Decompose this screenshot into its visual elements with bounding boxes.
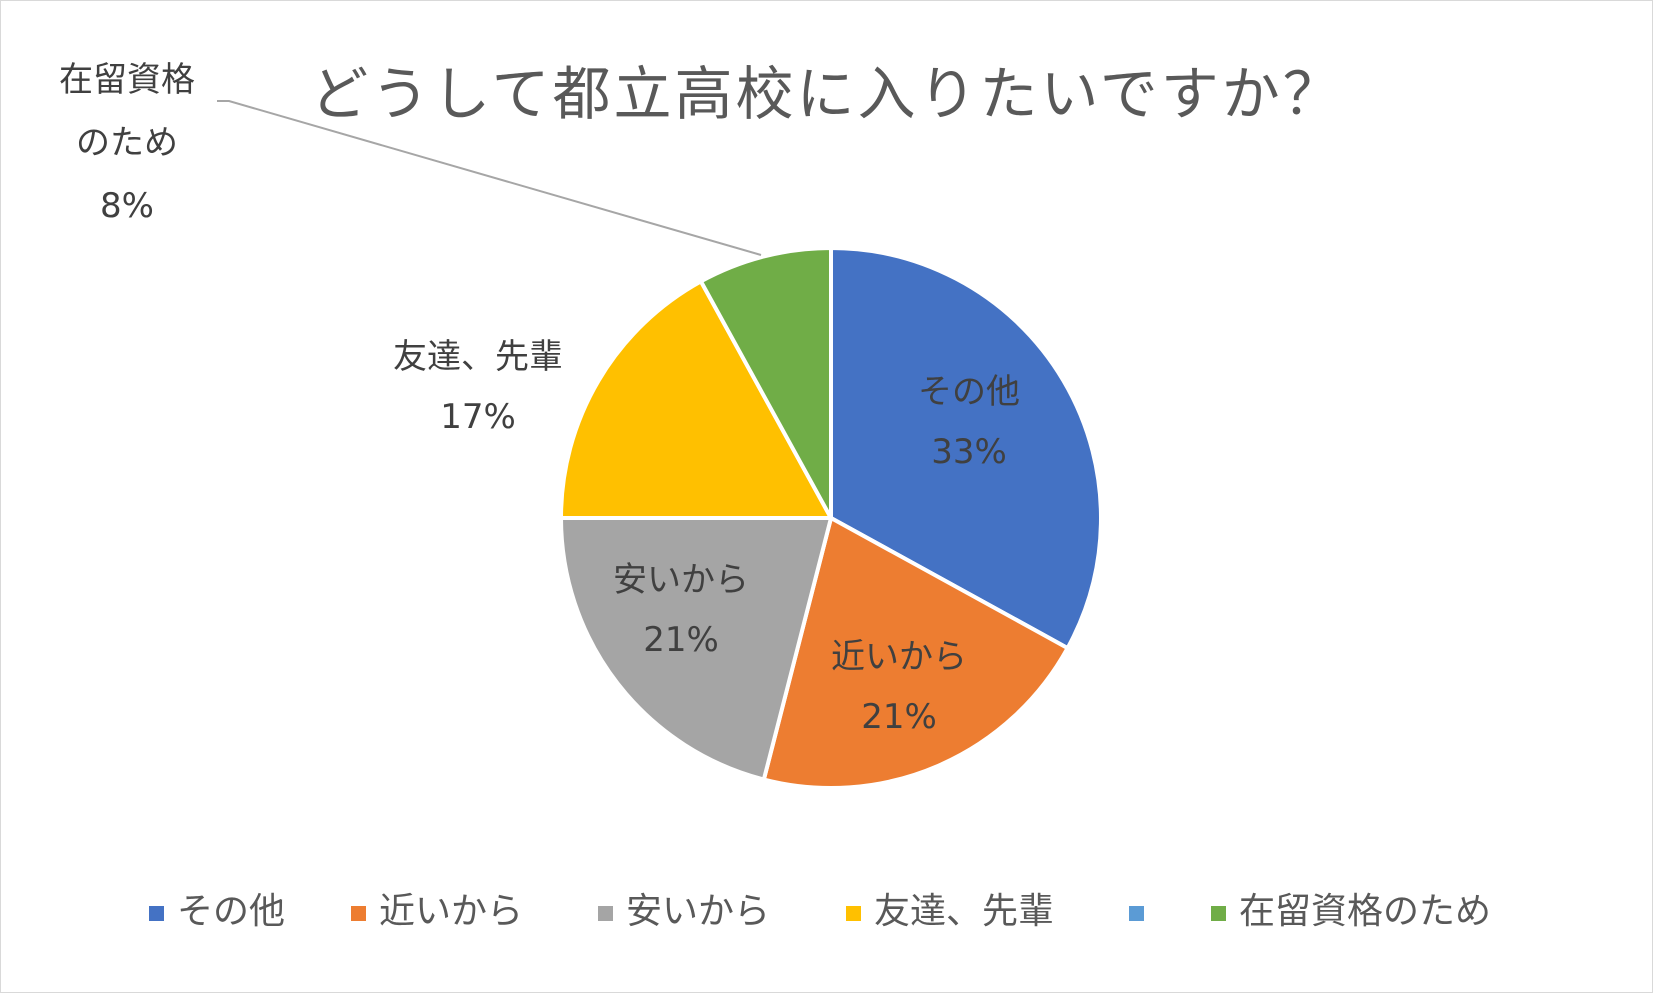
legend-swatch bbox=[351, 906, 366, 921]
data-label-line: 21% bbox=[643, 620, 719, 660]
pie-slice bbox=[698, 246, 833, 520]
slice-data-label: 近いから 21% bbox=[831, 637, 967, 737]
legend: その他 近いから 安いから 友達、先輩 在留資格のため bbox=[149, 891, 1491, 932]
pie-slice bbox=[559, 279, 833, 520]
slice-data-label: その他 33% bbox=[918, 372, 1020, 472]
slice-data-label: 安いから 21% bbox=[613, 560, 749, 660]
pie-slices bbox=[559, 246, 1103, 790]
legend-swatch bbox=[1129, 906, 1144, 921]
legend-label: その他 bbox=[177, 891, 285, 932]
legend-label: 在留資格のため bbox=[1239, 891, 1491, 932]
data-label-line: のため bbox=[76, 123, 178, 163]
pie-slice bbox=[559, 516, 833, 782]
leader-line bbox=[217, 100, 762, 256]
data-label-line: 33% bbox=[931, 432, 1007, 472]
data-label-line: 8% bbox=[100, 186, 154, 226]
legend-swatch bbox=[149, 906, 164, 921]
data-label-line: 安いから bbox=[613, 560, 749, 600]
legend-label: 近いから bbox=[379, 891, 523, 932]
legend-label: 友達、先輩 bbox=[874, 891, 1054, 932]
pie-slice bbox=[761, 516, 1070, 790]
slice-data-label: 在留資格のため 8% bbox=[59, 60, 195, 226]
data-label-line: 17% bbox=[440, 397, 516, 437]
leader-lines bbox=[217, 100, 762, 256]
data-labels: その他 33% 近いから 21% 安いから 21% 友達、先輩 17% 在留資格のため 8% bbox=[59, 60, 1020, 737]
legend-swatch bbox=[846, 906, 861, 921]
data-label-line: 近いから bbox=[831, 637, 967, 677]
chart-title: どうして都立高校に入りたいですか？ bbox=[310, 60, 1344, 128]
legend-swatch bbox=[1211, 906, 1226, 921]
pie-slice bbox=[829, 246, 1103, 651]
data-label-line: 在留資格 bbox=[59, 60, 195, 100]
legend-swatch bbox=[598, 906, 613, 921]
legend-label: 安いから bbox=[626, 891, 770, 932]
data-label-line: その他 bbox=[918, 372, 1020, 412]
data-label-line: 21% bbox=[861, 697, 937, 737]
data-label-line: 友達、先輩 bbox=[393, 337, 563, 377]
slice-data-label: 友達、先輩 17% bbox=[393, 337, 563, 437]
